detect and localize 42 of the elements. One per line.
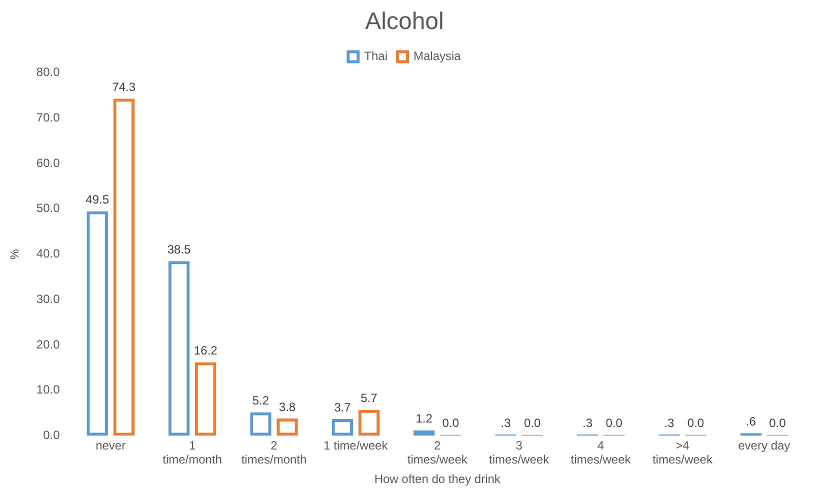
x-tick-label: 1 time/month: [162, 438, 222, 467]
x-tick-label: every day: [738, 438, 790, 452]
y-tick-label: 60.0: [36, 156, 60, 170]
data-label: .6: [746, 414, 756, 428]
data-label: 0.0: [606, 416, 623, 430]
x-tick-label: 2 times/month: [241, 438, 307, 467]
x-tick-label: 3 times/week: [489, 438, 550, 467]
x-tick-label: 1 time/week: [324, 438, 389, 452]
data-label: 0.0: [524, 416, 542, 430]
y-tick-label: 50.0: [36, 201, 60, 216]
data-label: 3.7: [334, 400, 352, 414]
x-tick-label: never: [96, 438, 126, 452]
y-axis-title: %: [8, 248, 22, 260]
x-axis-title: How often do they drink: [374, 472, 502, 486]
data-label: 5.7: [360, 391, 378, 406]
data-label: .3: [582, 416, 593, 430]
y-tick-label: 0.0: [43, 428, 60, 442]
data-label: 0.0: [687, 416, 704, 430]
chart-title: Alcohol: [365, 8, 444, 36]
data-label: .3: [500, 416, 512, 430]
data-label: .3: [664, 416, 675, 430]
data-label: 0.0: [442, 416, 460, 430]
legend-label: Malaysia: [413, 49, 462, 64]
data-label: 1.2: [416, 412, 433, 426]
bar: [413, 430, 435, 436]
x-tick-label: 2 times/week: [407, 438, 468, 467]
data-label: 74.3: [112, 80, 136, 94]
data-label: 49.5: [86, 192, 110, 207]
y-tick-label: 80.0: [36, 65, 60, 80]
y-tick-label: 10.0: [36, 382, 60, 397]
legend-label: Thai: [364, 49, 388, 64]
y-tick-label: 40.0: [36, 246, 60, 261]
data-label: 3.8: [278, 400, 296, 414]
x-tick-label: 4 times/week: [570, 438, 632, 467]
data-label: 5.2: [252, 394, 270, 408]
x-tick-label: >4 times/week: [652, 438, 714, 467]
data-label: 38.5: [167, 242, 192, 256]
y-tick-label: 20.0: [36, 337, 60, 352]
y-tick-label: 30.0: [36, 292, 60, 306]
data-label: 16.2: [194, 344, 218, 358]
y-tick-label: 70.0: [36, 110, 60, 124]
data-label: 0.0: [769, 416, 786, 430]
